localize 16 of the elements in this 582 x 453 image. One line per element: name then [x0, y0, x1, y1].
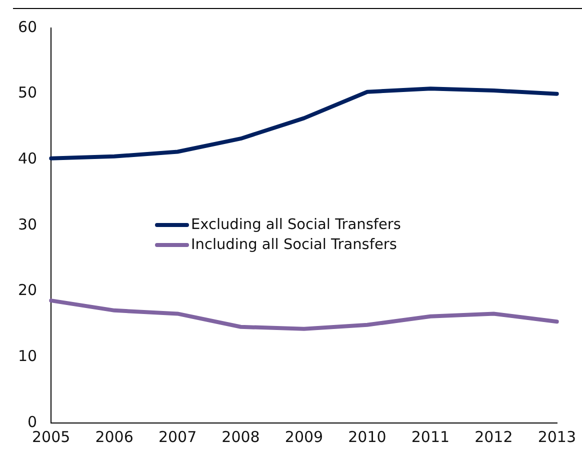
y-tick-label: 20 — [18, 281, 38, 300]
x-tick-label: 2012 — [474, 428, 513, 446]
y-tick-label: 40 — [18, 150, 38, 168]
x-tick-label: 2006 — [95, 428, 134, 446]
x-tick-label: 2008 — [222, 428, 260, 446]
legend-label: Excluding all Social Transfers — [191, 217, 401, 233]
legend-label: Including all Social Transfers — [191, 237, 397, 253]
x-tick-label: 2013 — [538, 428, 576, 446]
x-tick-label: 2010 — [348, 428, 386, 446]
x-tick-label: 2009 — [284, 428, 324, 446]
y-tick-label: 50 — [18, 84, 38, 102]
y-tick-label: 10 — [18, 347, 38, 366]
y-tick-label: 60 — [18, 18, 38, 36]
x-tick-label: 2011 — [411, 428, 450, 446]
y-tick-label: 30 — [18, 215, 38, 234]
x-tick-label: 2007 — [158, 428, 197, 446]
